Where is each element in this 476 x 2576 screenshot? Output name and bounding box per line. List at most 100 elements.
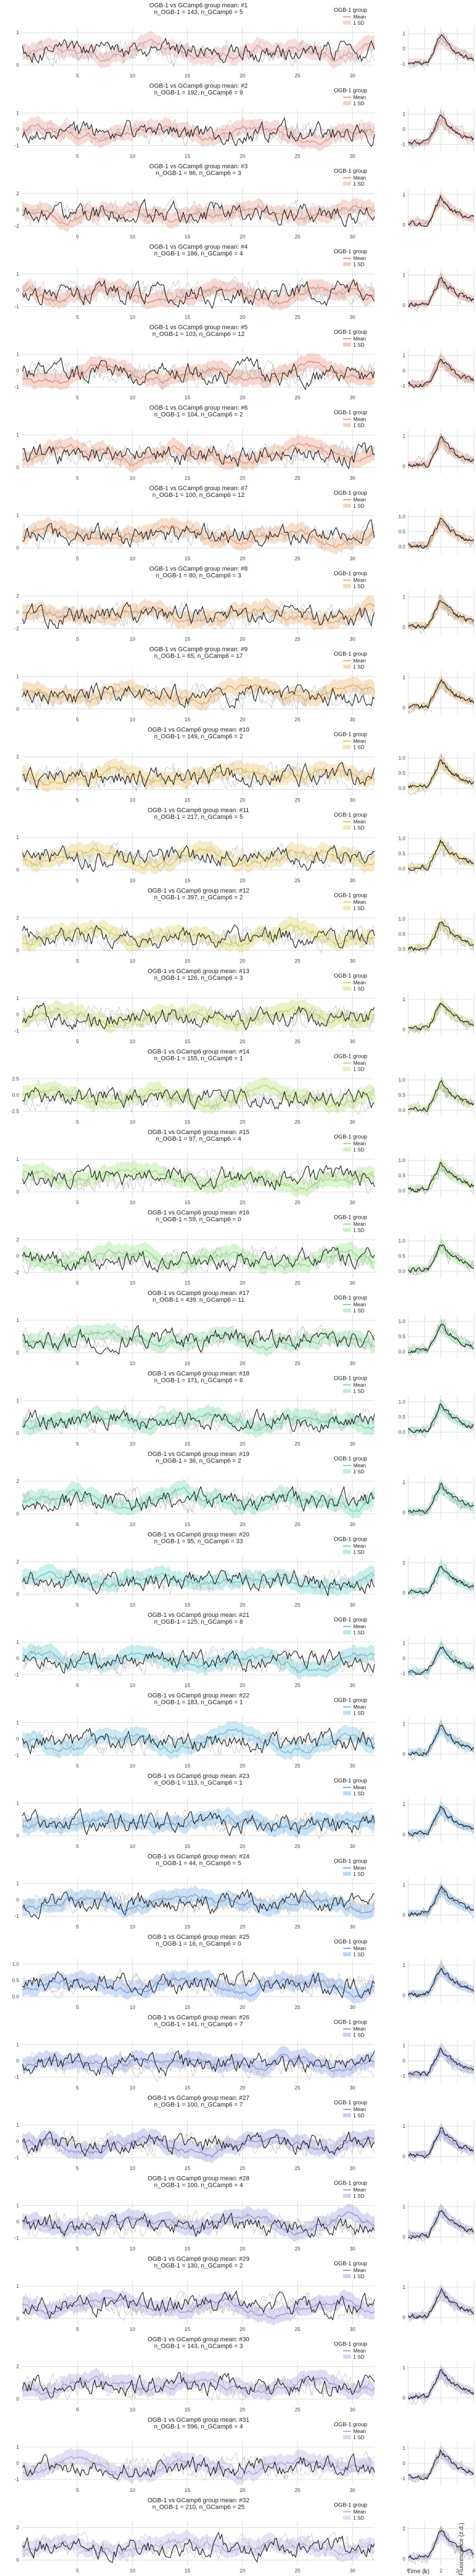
trace-gcamp-mean [22, 1648, 375, 1674]
trace-y-tick-label: 0 [16, 2058, 19, 2064]
legend-mean-label: Mean [353, 819, 366, 824]
panel-subtitle: n_OGB-1 = 44, n_GCamp6 = 5 [156, 1860, 241, 1867]
trace-x-tick-label: 5 [76, 2085, 79, 2091]
legend-sd-label: 1 SD [353, 423, 365, 428]
avg-y-tick-label: 1.0 [398, 1238, 405, 1244]
trace-y-tick-label: -1 [15, 384, 19, 390]
trace-x-tick-label: 25 [295, 2326, 301, 2332]
legend-sd-swatch [343, 1630, 351, 1634]
avg-y-tick-label: 0 [403, 464, 405, 469]
avg-mean-line [408, 199, 474, 224]
trace-gcamp-cell [22, 520, 375, 550]
trace-gcamp-cell [22, 762, 375, 790]
avg-y-tick-label: 1 [403, 997, 405, 1002]
trace-sd-band [22, 1077, 375, 1115]
avg-y-tick-label: 0.5 [398, 1173, 405, 1178]
avg-x-tick-label: 2 [440, 2568, 442, 2574]
avg-gcamp-mean [408, 921, 474, 951]
trace-mean-line [22, 766, 375, 786]
legend-sd-label: 1 SD [353, 1067, 365, 1072]
trace-gcamp-cell [22, 361, 375, 390]
trace-y-tick-label: 2 [16, 915, 19, 921]
trace-x-tick-label: 5 [76, 1200, 79, 1205]
legend-sd-label: 1 SD [353, 906, 365, 911]
panel-title: OGB-1 vs GCamp6 group mean: #20 [147, 1532, 249, 1538]
trace-x-tick-label: 15 [184, 1280, 190, 1286]
panel-subtitle: n_OGB-1 = 126, n_GCamp6 = 3 [154, 975, 243, 981]
panel-subtitle: n_OGB-1 = 210, n_GCamp6 = 25 [152, 2504, 245, 2511]
trace-gcamp-cell [22, 2292, 375, 2320]
panel-title: OGB-1 vs GCamp6 group mean: #28 [147, 2176, 249, 2182]
trace-x-tick-label: 15 [184, 1441, 190, 1447]
avg-y-tick-label: 1.0 [398, 1399, 405, 1405]
legend-sd-label: 1 SD [353, 1389, 365, 1394]
trace-mean-line [22, 123, 375, 145]
trace-x-tick-label: 20 [239, 1763, 245, 1769]
panel-29: OGB-1 vs GCamp6 group mean: #29n_OGB-1 =… [16, 2256, 474, 2332]
trace-x-tick-label: 15 [184, 2085, 190, 2091]
trace-mean-line [22, 1487, 375, 1513]
panel-subtitle: n_OGB-1 = 36, n_GCamp6 = 2 [156, 1458, 241, 1464]
avg-gcamp-cell [408, 1642, 474, 1677]
trace-y-tick-label: 2 [16, 1559, 19, 1565]
trace-x-tick-label: 25 [295, 2487, 301, 2493]
trace-x-tick-label: 10 [130, 1602, 135, 1608]
trace-gcamp-mean [22, 2290, 375, 2321]
legend-title: OGB-1 group [334, 1215, 368, 1221]
trace-x-tick-label: 25 [295, 1844, 301, 1849]
trace-gcamp-cell [22, 2371, 375, 2400]
trace-x-tick-label: 20 [239, 2326, 245, 2332]
panel-3: OGB-1 vs GCamp6 group mean: #3n_OGB-1 = … [15, 163, 474, 239]
trace-x-tick-label: 15 [184, 1522, 190, 1527]
trace-x-tick-label: 5 [76, 2487, 79, 2493]
trace-sd-band [22, 1886, 375, 1920]
trace-y-tick-label: -1 [15, 1753, 19, 1758]
trace-x-tick-label: 30 [350, 1522, 355, 1527]
avg-y-tick-label: 0 [403, 1510, 405, 1515]
legend-title: OGB-1 group [334, 410, 368, 416]
trace-x-tick-label: 20 [239, 1361, 245, 1366]
trace-y-tick-label: 0 [16, 2139, 19, 2144]
panel-subtitle: n_OGB-1 = 100, n_GCamp6 = 7 [154, 2102, 243, 2108]
avg-y-tick-label: 0 [403, 1591, 405, 1596]
legend-sd-label: 1 SD [353, 1147, 365, 1153]
avg-y-tick-label: 0 [403, 1832, 405, 1837]
trace-x-tick-label: 5 [76, 395, 79, 400]
trace-y-tick-label: -2 [15, 1270, 19, 1275]
legend-title: OGB-1 group [334, 2020, 368, 2026]
avg-gcamp-cell [408, 2526, 474, 2565]
trace-gcamp-mean [22, 1325, 375, 1355]
legend-mean-label: Mean [353, 1383, 366, 1388]
avg-y-tick-label: 0.0 [398, 1188, 405, 1193]
trace-y-tick-label: 1 [16, 2122, 19, 2128]
avg-gcamp-cell [408, 354, 474, 388]
panel-28: OGB-1 vs GCamp6 group mean: #28n_OGB-1 =… [15, 2176, 474, 2252]
trace-sd-band [22, 352, 375, 390]
avg-x-tick-label: 3 [456, 2568, 459, 2574]
avg-y-tick-label: 1 [403, 1801, 405, 1807]
trace-gcamp-mean [22, 2131, 375, 2158]
panel-subtitle: n_OGB-1 = 183, n_GCamp6 = 1 [154, 1699, 243, 1706]
trace-x-tick-label: 15 [184, 1361, 190, 1366]
legend-sd-label: 1 SD [353, 1469, 365, 1474]
avg-gcamp-cell [408, 2292, 474, 2322]
trace-x-tick-label: 30 [350, 1683, 355, 1688]
panel-5: OGB-1 vs GCamp6 group mean: #5n_OGB-1 = … [15, 324, 474, 400]
avg-gcamp-mean [408, 1324, 474, 1353]
trace-gcamp-mean [22, 601, 375, 630]
trace-x-tick-label: 10 [130, 1522, 135, 1527]
trace-gcamp-cell [22, 2209, 375, 2238]
trace-mean-line [22, 1571, 375, 1591]
trace-x-tick-label: 10 [130, 154, 135, 159]
trace-x-tick-label: 25 [295, 1763, 301, 1769]
legend-title: OGB-1 group [334, 732, 368, 738]
trace-gcamp-mean [22, 1808, 375, 1837]
trace-x-tick-label: 30 [350, 556, 355, 561]
trace-gcamp-mean [22, 1888, 375, 1920]
trace-x-tick-label: 10 [130, 1119, 135, 1125]
